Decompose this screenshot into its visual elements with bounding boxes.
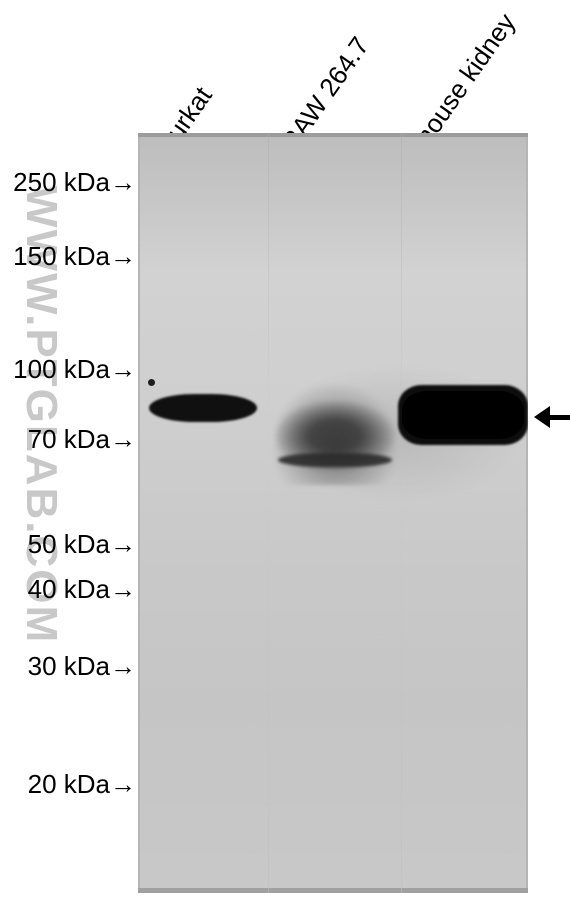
mw-label-100: 100 kDa→ (13, 354, 136, 385)
arrow-right-icon: → (110, 241, 136, 272)
arrow-right-icon: → (110, 529, 136, 560)
mw-text: 100 kDa (13, 354, 110, 384)
mw-text: 150 kDa (13, 241, 110, 271)
target-arrow-icon (534, 406, 570, 428)
lane-separator-2 (401, 133, 402, 893)
arrow-right-icon: → (110, 651, 136, 682)
arrow-right-icon: → (110, 424, 136, 455)
mw-text: 40 kDa (28, 574, 110, 604)
mw-text: 30 kDa (28, 651, 110, 681)
arrow-left-head-icon (534, 406, 550, 428)
band-kidney-core (402, 391, 524, 439)
mw-label-70: 70 kDa→ (28, 424, 136, 455)
blot-bottom-edge (138, 888, 528, 893)
artifact-speck (148, 379, 155, 386)
arrow-right-icon: → (110, 167, 136, 198)
mw-text: 70 kDa (28, 424, 110, 454)
blot-top-edge (138, 133, 528, 137)
mw-label-50: 50 kDa→ (28, 529, 136, 560)
band-jurkat (149, 394, 257, 422)
mw-label-20: 20 kDa→ (28, 769, 136, 800)
arrow-right-icon: → (110, 769, 136, 800)
mw-label-250: 250 kDa→ (13, 167, 136, 198)
mw-text: 50 kDa (28, 529, 110, 559)
arrow-right-icon: → (110, 574, 136, 605)
mw-label-150: 150 kDa→ (13, 241, 136, 272)
arrow-right-icon: → (110, 354, 136, 385)
lane-separator-1 (268, 133, 269, 893)
mw-text: 250 kDa (13, 167, 110, 197)
mw-label-40: 40 kDa→ (28, 574, 136, 605)
figure-canvas: WWW.PTGLAB.COM Jurkat RAW 264.7 mouse ki… (0, 0, 570, 903)
mw-text: 20 kDa (28, 769, 110, 799)
band-raw-lower (278, 453, 392, 467)
blot-background (140, 135, 526, 891)
arrow-shaft (550, 415, 570, 420)
mw-label-30: 30 kDa→ (28, 651, 136, 682)
blot-membrane (138, 133, 528, 893)
